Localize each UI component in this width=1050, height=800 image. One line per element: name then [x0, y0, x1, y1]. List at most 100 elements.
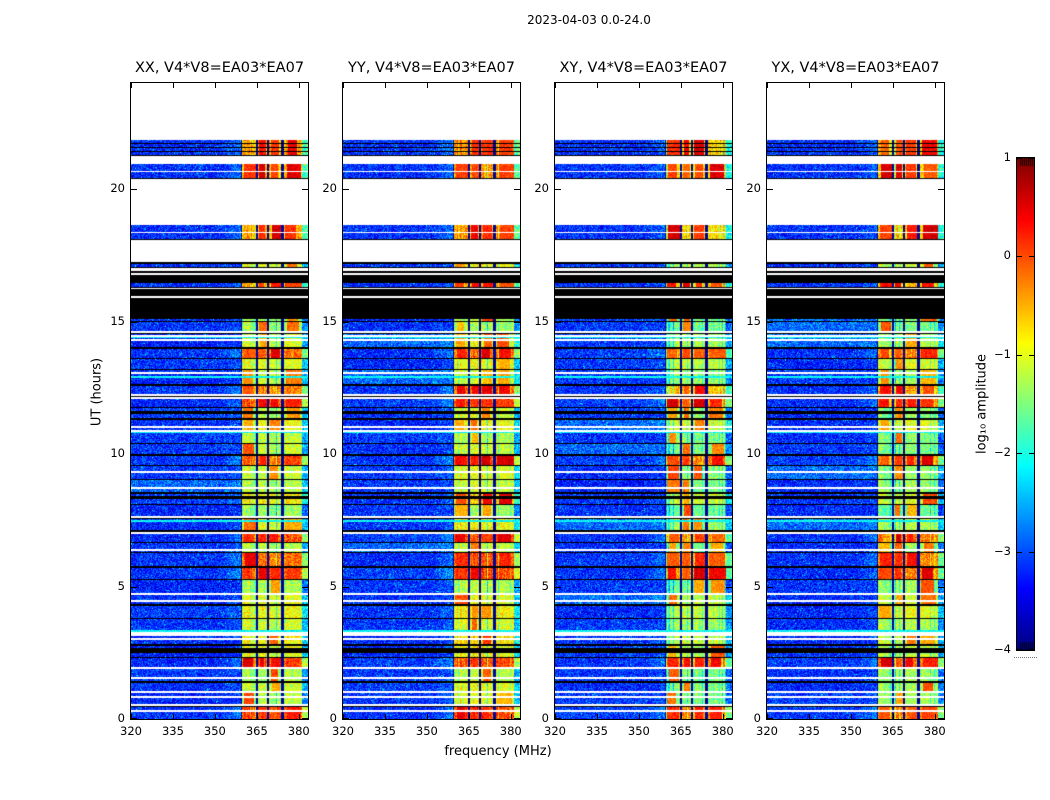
axis-tickmark	[934, 83, 936, 88]
x-tick-label: 380	[923, 724, 946, 738]
axis-tickmark	[808, 83, 810, 88]
axis-tickmark	[767, 586, 773, 588]
axis-tickmark	[302, 321, 308, 323]
x-tick-label: 380	[287, 724, 310, 738]
y-tick-label: 5	[541, 578, 549, 593]
axis-tickmark	[938, 586, 944, 588]
axis-tickmark	[302, 718, 308, 719]
x-axis-label: frequency (MHz)	[444, 744, 552, 759]
x-tick-label: 320	[332, 724, 354, 738]
axis-tickmark	[1017, 551, 1022, 553]
y-tick-label: 10	[322, 446, 337, 460]
y-tick-label: 0	[541, 711, 549, 725]
axis-tickmark	[131, 714, 132, 719]
axis-tickmark	[214, 83, 216, 88]
axis-tickmark	[468, 83, 470, 88]
axis-tickmark	[892, 83, 894, 88]
axis-tickmark	[1017, 256, 1022, 258]
axis-tickmark	[555, 189, 561, 190]
y-tick-label: 20	[110, 181, 125, 195]
axis-tickmark	[514, 718, 520, 719]
axis-tickmark	[343, 83, 344, 88]
axis-tickmark	[555, 83, 556, 88]
axis-tickmark	[726, 454, 732, 455]
y-tick-label: 0	[117, 711, 125, 725]
x-tick-label: 350	[415, 724, 438, 738]
x-tick-label: 365	[669, 724, 692, 738]
axis-tickmark	[343, 189, 349, 190]
axis-tickmark	[510, 83, 512, 88]
axis-tickmark	[1017, 354, 1022, 356]
x-tick-label: 335	[797, 724, 820, 738]
axis-tickmark	[767, 454, 773, 455]
y-tick-label: 10	[534, 446, 549, 460]
axis-tickmark	[343, 718, 349, 719]
colorbar-tick-label: 1	[1003, 150, 1011, 164]
axis-tickmark	[510, 714, 512, 719]
axis-tickmark	[298, 714, 300, 719]
colorbar-tick-label: −1	[994, 346, 1011, 361]
axis-tickmark	[1029, 354, 1034, 356]
axis-tickmark	[302, 586, 308, 588]
colorbar-minor-ticks	[1014, 657, 1037, 658]
spectrogram-canvas-xx	[131, 83, 308, 719]
axis-tickmark	[680, 714, 682, 719]
axis-tickmark	[298, 83, 300, 88]
x-tick-label: 350	[203, 724, 226, 738]
axis-tickmark	[343, 454, 349, 455]
axis-tickmark	[1029, 453, 1034, 455]
spectrogram-canvas-xy	[555, 83, 732, 719]
axis-tickmark	[767, 718, 773, 719]
y-tick-label: 10	[110, 446, 125, 460]
axis-tickmark	[767, 321, 773, 323]
axis-tickmark	[767, 714, 768, 719]
axis-tickmark	[726, 189, 732, 190]
x-tick-label: 335	[585, 724, 608, 738]
colorbar-tick-label: −4	[994, 642, 1011, 656]
axis-tickmark	[938, 189, 944, 190]
y-tick-label: 15	[110, 313, 125, 328]
y-tick-label: 10	[746, 446, 761, 460]
axis-tickmark	[514, 321, 520, 323]
axis-tickmark	[384, 83, 386, 88]
axis-tickmark	[131, 586, 137, 588]
axis-tickmark	[131, 321, 137, 323]
axis-tickmark	[426, 83, 428, 88]
axis-tickmark	[214, 714, 216, 719]
axis-tickmark	[514, 586, 520, 588]
axis-tickmark	[1029, 649, 1034, 650]
axis-tickmark	[808, 714, 810, 719]
axis-tickmark	[172, 83, 174, 88]
axis-tickmark	[722, 714, 724, 719]
axis-tickmark	[1017, 453, 1022, 455]
axis-tickmark	[131, 189, 137, 190]
y-tick-label: 0	[329, 711, 337, 725]
axis-tickmark	[1029, 158, 1034, 159]
colorbar-label: log₁₀ amplitude	[974, 353, 990, 455]
axis-tickmark	[514, 454, 520, 455]
axis-tickmark	[468, 714, 470, 719]
axis-tickmark	[555, 586, 561, 588]
colorbar-tick-label: −3	[994, 543, 1011, 558]
y-tick-label: 5	[117, 578, 125, 593]
axis-tickmark	[1029, 551, 1034, 553]
axis-tickmark	[555, 454, 561, 455]
colorbar-tick-label: −2	[994, 445, 1011, 460]
panel-title-xx: XX, V4*V8=EA03*EA07	[134, 60, 305, 76]
y-tick-label: 0	[753, 711, 761, 725]
x-tick-label: 380	[711, 724, 734, 738]
axis-tickmark	[767, 83, 768, 88]
x-tick-label: 335	[373, 724, 396, 738]
axis-tickmark	[343, 321, 349, 323]
axis-tickmark	[726, 586, 732, 588]
axis-tickmark	[938, 321, 944, 323]
figure-title: 2023-04-03 0.0-24.0	[527, 13, 651, 27]
axis-tickmark	[302, 189, 308, 190]
x-tick-label: 365	[457, 724, 480, 738]
axis-tickmark	[892, 714, 894, 719]
spectrogram-panel-yx	[766, 82, 945, 720]
axis-tickmark	[726, 718, 732, 719]
y-tick-label: 20	[746, 181, 761, 195]
axis-tickmark	[938, 454, 944, 455]
